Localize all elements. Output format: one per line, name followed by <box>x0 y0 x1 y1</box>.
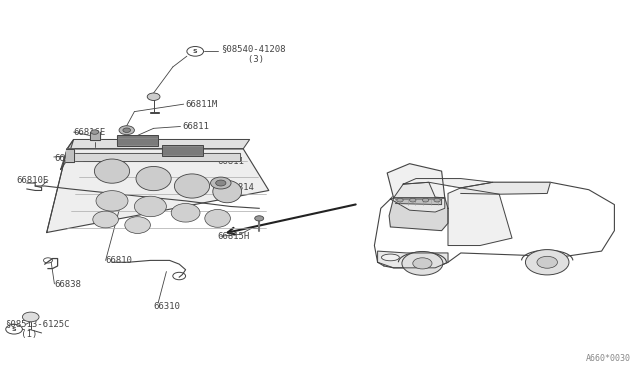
Polygon shape <box>396 199 442 205</box>
Ellipse shape <box>381 254 399 261</box>
Polygon shape <box>448 188 512 246</box>
Circle shape <box>410 198 416 202</box>
Text: 66811: 66811 <box>218 157 244 166</box>
Text: 66811M: 66811M <box>186 100 218 109</box>
Text: §08540-41208
     (3): §08540-41208 (3) <box>221 44 285 64</box>
Circle shape <box>148 93 159 100</box>
Circle shape <box>123 128 131 132</box>
Ellipse shape <box>125 217 150 234</box>
Ellipse shape <box>212 180 242 203</box>
Text: 66815H: 66815H <box>218 232 250 241</box>
Ellipse shape <box>96 190 128 211</box>
Polygon shape <box>66 149 74 162</box>
Text: S: S <box>12 327 17 332</box>
Circle shape <box>402 251 443 275</box>
Circle shape <box>422 198 429 202</box>
Text: 66838: 66838 <box>54 280 81 289</box>
Circle shape <box>119 126 134 135</box>
Circle shape <box>255 216 264 221</box>
Circle shape <box>537 256 557 268</box>
Ellipse shape <box>205 209 230 227</box>
Text: §08513-6125C
   (1): §08513-6125C (1) <box>5 320 70 339</box>
FancyBboxPatch shape <box>116 135 159 146</box>
Circle shape <box>397 198 403 202</box>
Polygon shape <box>90 132 100 140</box>
FancyBboxPatch shape <box>161 145 203 156</box>
Circle shape <box>413 258 432 269</box>
Polygon shape <box>47 149 269 232</box>
Polygon shape <box>390 182 445 212</box>
Text: 66300: 66300 <box>54 154 81 163</box>
Text: S: S <box>193 49 198 54</box>
Polygon shape <box>461 182 550 194</box>
Ellipse shape <box>134 196 166 217</box>
Ellipse shape <box>95 159 129 183</box>
Polygon shape <box>389 198 448 231</box>
Circle shape <box>91 130 99 134</box>
Circle shape <box>211 177 231 189</box>
Circle shape <box>216 180 226 186</box>
Ellipse shape <box>174 174 210 198</box>
Text: A660*0030: A660*0030 <box>586 354 630 363</box>
Text: 66810: 66810 <box>106 256 132 265</box>
Text: 66816E: 66816E <box>74 128 106 137</box>
Polygon shape <box>403 179 493 188</box>
Text: 66810E: 66810E <box>16 176 48 185</box>
Text: 66811: 66811 <box>182 122 209 131</box>
Circle shape <box>147 93 160 100</box>
Ellipse shape <box>172 203 200 222</box>
Polygon shape <box>74 153 240 161</box>
Circle shape <box>22 312 39 322</box>
Ellipse shape <box>136 166 172 190</box>
Text: 66814: 66814 <box>227 183 254 192</box>
Text: 66310: 66310 <box>154 302 180 311</box>
Polygon shape <box>61 140 74 169</box>
Polygon shape <box>387 164 445 198</box>
Circle shape <box>525 250 569 275</box>
Polygon shape <box>67 140 250 149</box>
Circle shape <box>434 198 440 202</box>
Polygon shape <box>378 251 448 268</box>
Ellipse shape <box>93 211 118 228</box>
